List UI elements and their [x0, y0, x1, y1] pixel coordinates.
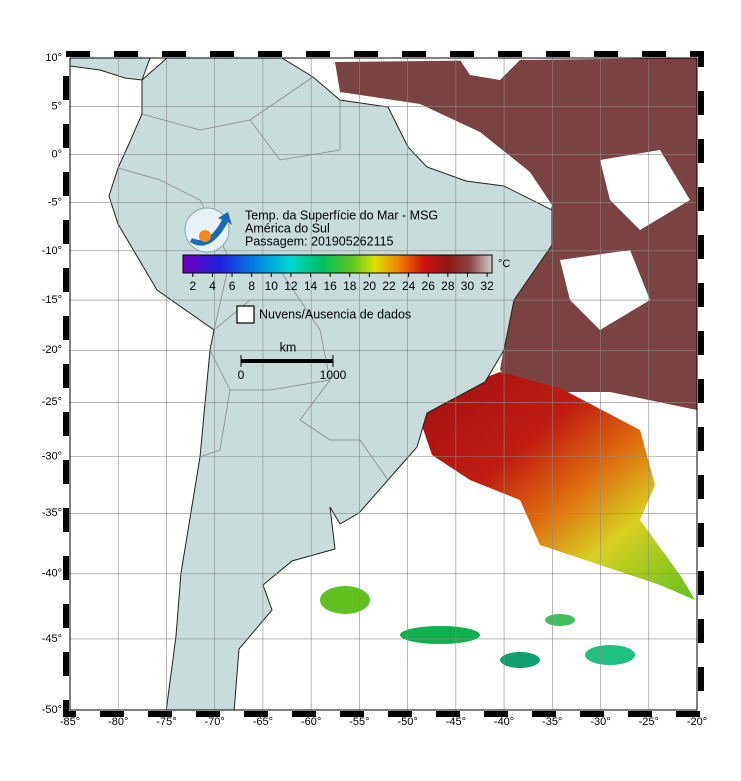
y-tick-label: 10°: [45, 52, 62, 64]
y-tick-label: -30°: [42, 450, 62, 462]
scale-unit: km: [280, 340, 297, 354]
y-tick-label: -50°: [42, 704, 62, 716]
sst-patch: [500, 652, 540, 668]
sst-patch: [320, 586, 370, 614]
map-area: [70, 58, 697, 710]
colorbar-tick-label: 4: [209, 279, 216, 293]
frame-border: [63, 51, 704, 717]
y-tick-label: -10°: [42, 245, 62, 257]
colorbar-tick-label: 14: [304, 279, 318, 293]
y-tick-label: -20°: [42, 344, 62, 356]
scale-tick-label: 0: [238, 368, 245, 382]
colorbar-tick-label: 18: [343, 279, 357, 293]
y-tick-label: -45°: [42, 633, 62, 645]
x-tick-label: -85°: [60, 716, 80, 728]
grid: [69, 57, 698, 711]
x-tick-label: -60°: [301, 716, 321, 728]
colorbar-tick-label: 16: [323, 279, 337, 293]
title-line: Temp. da Superfície do Mar - MSG: [245, 208, 438, 222]
title-line: América do Sul: [245, 221, 330, 235]
x-tick-label: -75°: [156, 716, 176, 728]
x-tick-label: -30°: [590, 716, 610, 728]
colorbar-unit: °C: [498, 258, 510, 270]
colorbar-tick-label: 30: [461, 279, 475, 293]
y-tick-label: -15°: [42, 294, 62, 306]
scale-tick-label: 1000: [320, 368, 347, 382]
x-tick-label: -25°: [639, 716, 659, 728]
sst-patch: [400, 626, 480, 644]
x-tick-label: -40°: [494, 716, 514, 728]
scale-bar: [241, 359, 333, 363]
y-tick-label: -25°: [42, 396, 62, 408]
sst-patch: [545, 614, 575, 626]
colorbar-tick-label: 2: [189, 279, 196, 293]
logo: [184, 207, 232, 253]
x-tick-label: -55°: [349, 716, 369, 728]
colorbar: [182, 254, 493, 274]
colorbar-tick-label: 26: [422, 279, 436, 293]
colorbar-tick-label: 24: [402, 279, 416, 293]
title-line: Passagem: 201905262115: [245, 234, 394, 248]
colorbar-tick-label: 20: [363, 279, 377, 293]
y-tick-label: 5°: [51, 100, 62, 112]
land: [70, 58, 151, 81]
cloud-gap: [345, 60, 690, 330]
legend-swatch: [236, 305, 255, 324]
legend-label: Nuvens/Ausencia de dados: [259, 307, 411, 321]
colorbar-tick-label: 32: [480, 279, 494, 293]
sst-swath: [420, 372, 695, 600]
x-tick-label: -45°: [446, 716, 466, 728]
colorbar-tick-label: 10: [265, 279, 279, 293]
x-tick-label: -80°: [108, 716, 128, 728]
colorbar-tick-label: 8: [248, 279, 255, 293]
y-tick-label: -5°: [48, 196, 62, 208]
x-tick-label: -65°: [253, 716, 273, 728]
y-tick-label: -40°: [42, 568, 62, 580]
colorbar-tick-label: 28: [441, 279, 455, 293]
colorbar-tick-label: 22: [382, 279, 396, 293]
frame: [69, 57, 698, 711]
x-tick-label: -70°: [205, 716, 225, 728]
y-tick-label: -35°: [42, 507, 62, 519]
colorbar-tick-label: 12: [284, 279, 298, 293]
y-tick-label: 0°: [51, 148, 62, 160]
x-tick-label: -50°: [397, 716, 417, 728]
x-tick-label: -20°: [687, 716, 707, 728]
sst-patch: [585, 645, 635, 665]
colorbar-tick-label: 6: [229, 279, 236, 293]
x-tick-label: -35°: [542, 716, 562, 728]
